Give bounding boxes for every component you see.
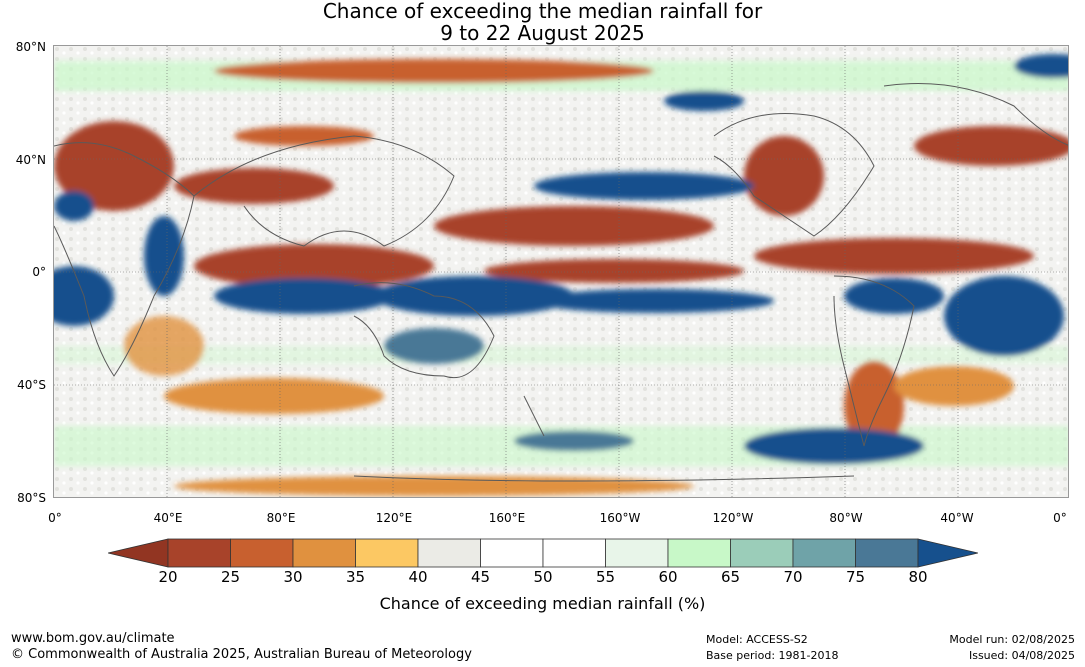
colorbar-segment [417, 538, 481, 568]
colorbar-tick-label: 55 [595, 568, 616, 586]
lat-label-40s: 40°S [17, 378, 46, 392]
colorbar-segment [230, 538, 294, 568]
lon-label-40e: 40°E [153, 511, 183, 525]
map-title-line1: Chance of exceeding the median rainfall … [322, 0, 763, 23]
lon-label-80e: 80°E [266, 511, 296, 525]
footer-model-run: Model run: 02/08/2025 [949, 633, 1075, 646]
footer-base-period: Base period: 1981-2018 [706, 649, 839, 662]
colorbar-tick-label: 20 [158, 568, 178, 586]
colorbar-tick-label: 70 [783, 568, 803, 586]
colorbar-segment [730, 538, 794, 568]
lon-label-120e: 120°E [375, 511, 413, 525]
rainfall-map [53, 45, 1069, 498]
colorbar-tick-label: 30 [283, 568, 303, 586]
colorbar-tick-label: 25 [220, 568, 241, 586]
colorbar [108, 538, 978, 568]
colorbar-segment [480, 538, 544, 568]
lon-label-0-right: 0° [1053, 511, 1067, 525]
rainfall-map-canvas [54, 46, 1068, 497]
lon-label-160w: 160°W [599, 511, 641, 525]
colorbar-low-arrow [108, 538, 169, 568]
colorbar-segment [355, 538, 419, 568]
colorbar-tick-label: 65 [720, 568, 741, 586]
colorbar-segment [667, 538, 731, 568]
colorbar-high-arrow [917, 538, 978, 568]
colorbar-segment [792, 538, 856, 568]
lat-label-80n: 80°N [15, 40, 46, 54]
colorbar-tick-label: 35 [345, 568, 366, 586]
lon-label-80w: 80°W [829, 511, 863, 525]
colorbar-segment [167, 538, 231, 568]
colorbar-segment [292, 538, 356, 568]
footer-issued: Issued: 04/08/2025 [968, 649, 1075, 662]
colorbar-tick-label: 45 [470, 568, 491, 586]
lon-label-0-left: 0° [48, 511, 62, 525]
colorbar-segment [855, 538, 919, 568]
colorbar-tick-label: 75 [845, 568, 866, 586]
colorbar-tick-label: 60 [658, 568, 678, 586]
lat-label-0: 0° [32, 265, 46, 279]
colorbar-tick-label: 80 [908, 568, 928, 586]
lon-label-120w: 120°W [712, 511, 754, 525]
map-title-line2: 9 to 22 August 2025 [440, 21, 645, 45]
lon-label-160e: 160°E [488, 511, 526, 525]
colorbar-tick-label: 40 [408, 568, 428, 586]
lat-label-80s: 80°S [17, 491, 46, 505]
colorbar-tick-label: 50 [533, 568, 553, 586]
footer-copyright: © Commonwealth of Australia 2025, Austra… [11, 647, 472, 662]
footer-model: Model: ACCESS-S2 [706, 633, 808, 646]
lat-label-40n: 40°N [15, 153, 46, 167]
footer-website: www.bom.gov.au/climate [11, 631, 175, 646]
lon-label-40w: 40°W [940, 511, 974, 525]
colorbar-segment [605, 538, 669, 568]
colorbar-segment [542, 538, 606, 568]
colorbar-title: Chance of exceeding median rainfall (%) [379, 594, 706, 613]
